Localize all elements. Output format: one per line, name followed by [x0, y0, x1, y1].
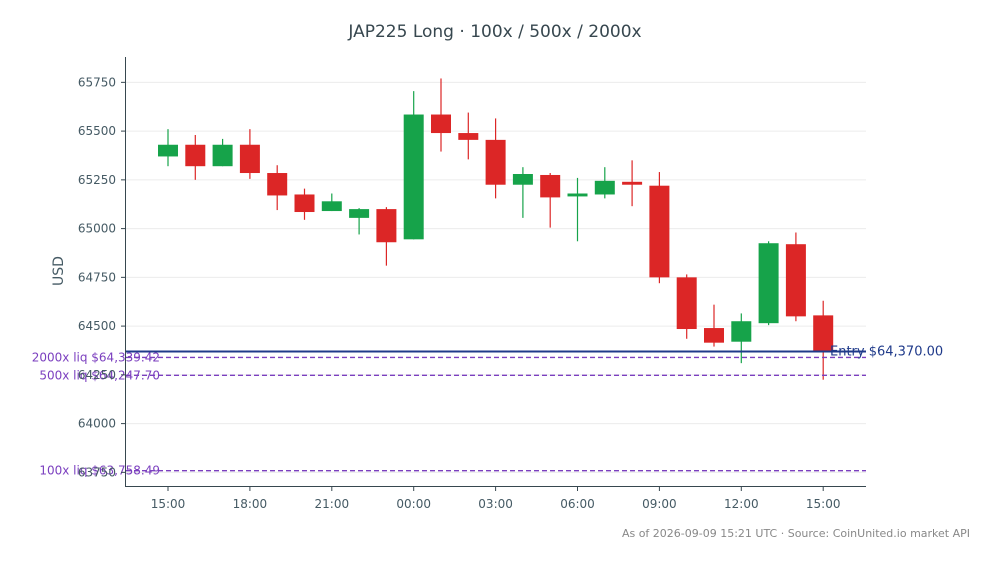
y-tick-label: 63750	[78, 465, 116, 479]
y-tick-label: 64750	[78, 270, 116, 284]
footer-note: As of 2026-09-09 15:21 UTC · Source: Coi…	[622, 527, 970, 540]
x-tick-label: 12:00	[724, 497, 759, 511]
candle-body	[512, 174, 533, 185]
x-tick-label: 15:00	[151, 497, 186, 511]
y-tick-label: 65750	[78, 75, 116, 89]
liquidation-label: 2000x liq $64,339.42	[32, 350, 160, 364]
price-levels: 2000x liq $64,339.42 500x liq $64,247.70 1…	[32, 344, 943, 477]
candle-body	[676, 277, 697, 330]
x-tick-label: 09:00	[642, 497, 677, 511]
candle-body	[813, 315, 834, 352]
candle-body	[294, 194, 315, 213]
entry-label: Entry $64,370.00	[830, 344, 943, 359]
candle-body	[376, 209, 397, 243]
candle-body	[239, 144, 260, 174]
y-axis-label: USD	[51, 256, 67, 286]
liquidation-label: 100x liq $63,758.49	[39, 464, 160, 478]
y-tick-label: 64250	[78, 368, 116, 382]
candle-body	[158, 144, 178, 157]
candle-body	[212, 144, 233, 167]
chart-title: JAP225 Long · 100x / 500x / 2000x	[347, 22, 641, 42]
y-tick-label: 65000	[78, 222, 116, 236]
x-tick-label: 15:00	[806, 497, 841, 511]
x-ticks: 15:00 18:00 21:00 00:00 03:00 06:00 09:00 12:00…	[151, 486, 841, 511]
y-ticks: 63750 64000 64250 64500 64750 65000 65250 65500…	[78, 75, 126, 479]
candle-body	[321, 201, 342, 212]
y-tick-label: 64500	[78, 319, 116, 333]
x-tick-label: 03:00	[478, 497, 513, 511]
candle-body	[731, 321, 752, 342]
x-tick-label: 21:00	[315, 497, 350, 511]
y-tick-label: 65250	[78, 173, 116, 187]
candle-body	[403, 114, 424, 240]
candles	[158, 78, 834, 380]
candle-body	[622, 181, 643, 185]
candle-body	[458, 133, 479, 140]
y-tick-label: 64000	[78, 417, 116, 431]
candle-body	[431, 114, 451, 134]
candle-body	[485, 139, 506, 185]
y-tick-label: 65500	[78, 124, 116, 138]
candle-body	[185, 144, 206, 167]
candle-body	[540, 174, 561, 198]
liquidation-label: 500x liq $64,247.70	[39, 368, 160, 382]
x-tick-label: 18:00	[233, 497, 268, 511]
candle-body	[649, 185, 670, 278]
candle-body	[349, 209, 370, 218]
candle-body	[594, 180, 615, 195]
candle-body	[567, 193, 588, 197]
candle-body	[758, 243, 779, 324]
x-tick-label: 00:00	[396, 497, 431, 511]
candle-body	[267, 173, 288, 196]
x-tick-label: 06:00	[560, 497, 595, 511]
candle-body	[704, 328, 724, 343]
candle-body	[785, 244, 806, 317]
